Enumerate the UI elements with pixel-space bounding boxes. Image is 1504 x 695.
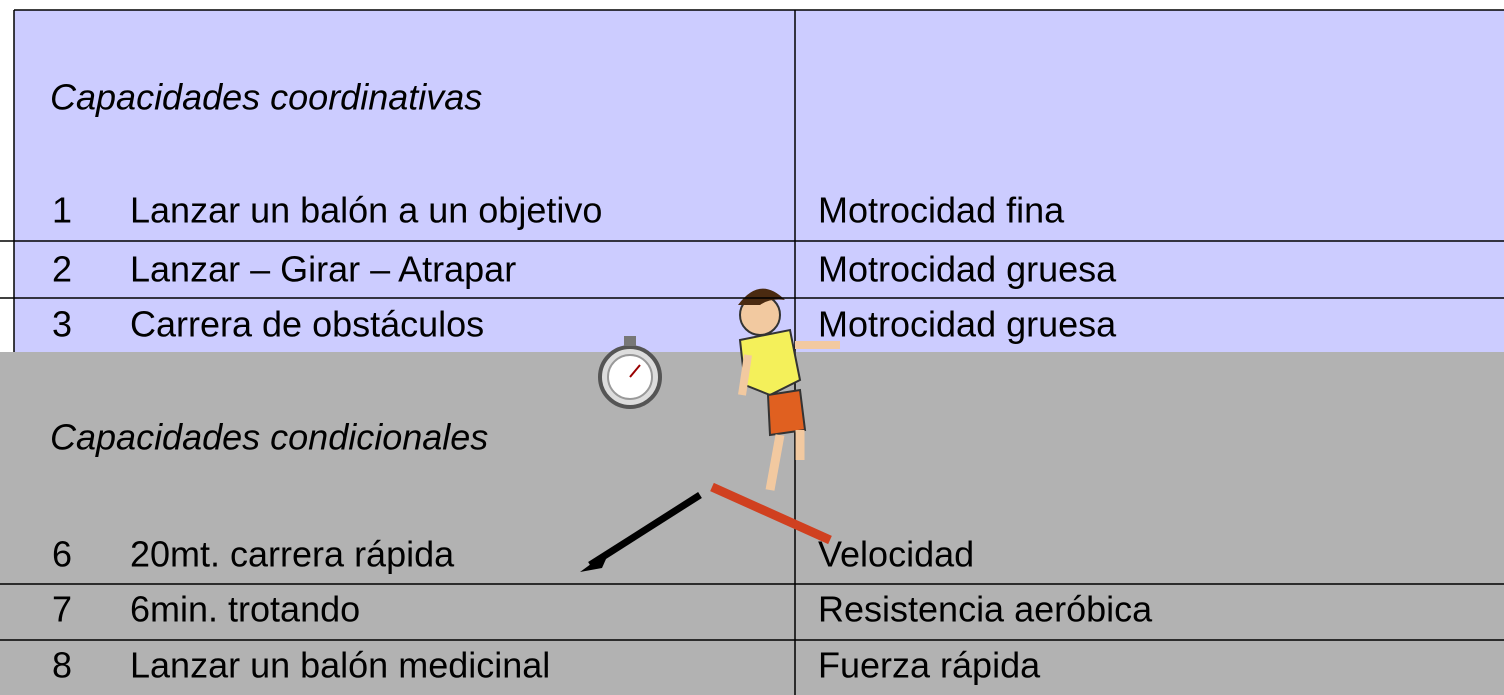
row-number: 1 <box>52 190 72 231</box>
row-label: 6min. trotando <box>130 589 360 630</box>
row-number: 2 <box>52 249 72 290</box>
row-label: Lanzar un balón medicinal <box>130 645 550 686</box>
row-number: 8 <box>52 645 72 686</box>
row-number: 6 <box>52 534 72 575</box>
row-number: 3 <box>52 304 72 345</box>
row-category: Velocidad <box>818 534 974 575</box>
row-category: Motrocidad gruesa <box>818 304 1117 345</box>
row-category: Resistencia aeróbica <box>818 589 1153 630</box>
row-label: 20mt. carrera rápida <box>130 534 455 575</box>
row-category: Fuerza rápida <box>818 645 1041 686</box>
section-title: Capacidades coordinativas <box>50 77 482 118</box>
distance-arrow <box>580 492 702 572</box>
stopwatch <box>598 336 662 409</box>
row-label: Lanzar – Girar – Atrapar <box>130 249 516 290</box>
row-label: Lanzar un balón a un objetivo <box>130 190 602 231</box>
row-category: Motrocidad fina <box>818 190 1065 231</box>
row-number: 7 <box>52 589 72 630</box>
row-category: Motrocidad gruesa <box>818 249 1117 290</box>
row-label: Carrera de obstáculos <box>130 304 484 345</box>
conditional-panel <box>0 352 1504 695</box>
runner-illustration <box>710 288 840 545</box>
section-title: Capacidades condicionales <box>50 417 488 458</box>
